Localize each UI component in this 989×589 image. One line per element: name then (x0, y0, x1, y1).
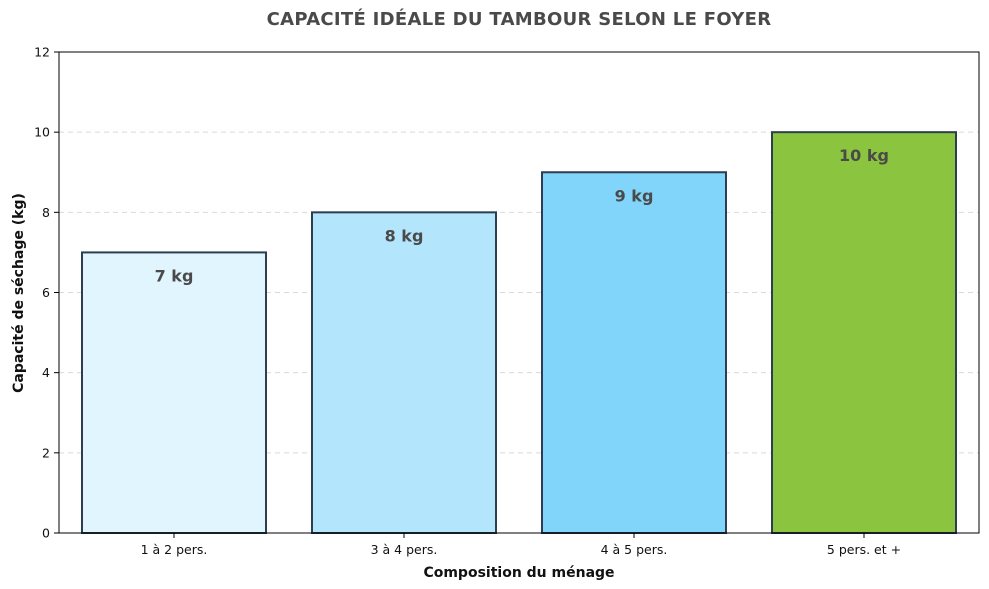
x-axis-label: Composition du ménage (423, 565, 614, 581)
x-tick-label: 4 à 5 pers. (601, 542, 668, 557)
bar (771, 131, 957, 535)
y-tick-label: 8 (42, 205, 50, 220)
bar-data-label: 7 kg (155, 266, 194, 285)
y-tick-label: 10 (34, 125, 50, 140)
x-axis: 1 à 2 pers. 3 à 4 pers. 4 à 5 pers. 5 pers.… (141, 533, 901, 557)
bar-data-label: 8 kg (385, 226, 424, 245)
x-tick-label: 1 à 2 pers. (141, 542, 208, 557)
bar (541, 171, 727, 534)
x-tick-label: 3 à 4 pers. (371, 542, 438, 557)
bar-data-label: 10 kg (839, 146, 889, 165)
chart-title: CAPACITÉ IDÉALE DU TAMBOUR SELON LE FOYE… (267, 8, 772, 30)
bar-data-label: 9 kg (615, 186, 654, 205)
y-tick-label: 6 (42, 285, 50, 300)
bar (81, 251, 267, 535)
y-axis-label: Capacité de séchage (kg) (11, 193, 27, 393)
y-tick-label: 12 (34, 45, 50, 60)
y-tick-label: 2 (42, 445, 50, 460)
bars: 7 kg 8 kg 9 kg 10 kg (81, 131, 957, 535)
y-axis: 0 2 4 6 8 10 12 (34, 45, 59, 541)
y-tick-label: 0 (42, 526, 50, 541)
x-tick-label: 5 pers. et + (827, 542, 901, 557)
bar (311, 211, 497, 534)
y-tick-label: 4 (42, 365, 50, 380)
